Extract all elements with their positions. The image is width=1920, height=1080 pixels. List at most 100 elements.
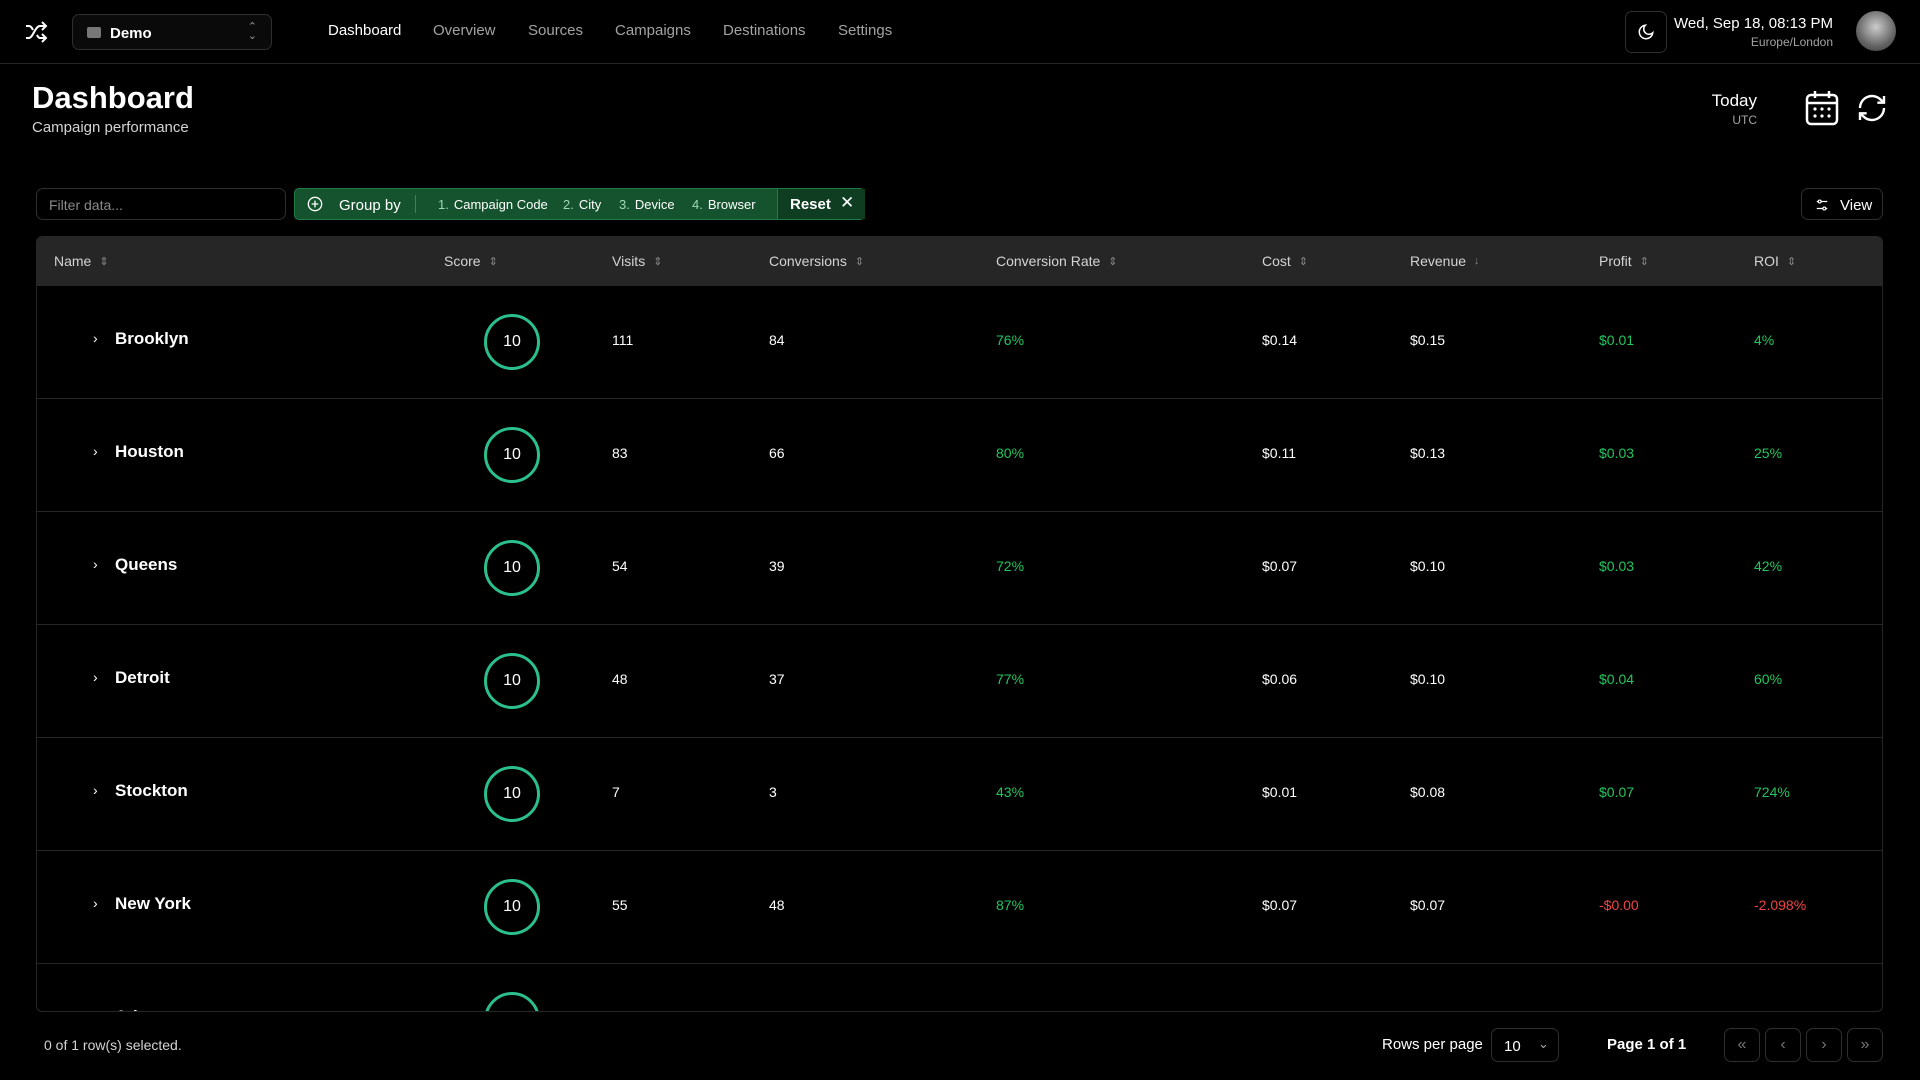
expand-chevron[interactable]: › — [93, 556, 98, 572]
cell: $0.10 — [1410, 671, 1446, 687]
expand-chevron[interactable]: › — [93, 895, 98, 911]
page-button[interactable]: » — [1847, 1028, 1883, 1062]
table-row[interactable]: › Queens 10 54 39 72% $0.07 $0.10 $0.03 42% — [37, 512, 1882, 625]
view-button[interactable]: View — [1801, 188, 1883, 220]
view-label: View — [1840, 197, 1873, 214]
expand-chevron[interactable]: › — [93, 443, 98, 459]
nav-item[interactable]: Settings — [838, 22, 893, 39]
reset-button[interactable]: Reset ✕ — [777, 189, 865, 219]
rows-per-page-value: 10 — [1504, 1038, 1521, 1055]
filter-input[interactable]: Filter data... — [36, 188, 286, 220]
expand-chevron[interactable]: › — [93, 1008, 98, 1011]
workspace-select[interactable]: Demo ⌃ ⌄ — [72, 14, 272, 50]
chevron: ⌄ — [1538, 1036, 1549, 1051]
divider — [415, 195, 416, 213]
nav-item[interactable]: Dashboard — [328, 22, 402, 39]
selection-count: 0 of 1 row(s) selected. — [44, 1037, 182, 1053]
chevrons: ⌃ ⌄ — [247, 21, 257, 42]
page-button[interactable]: ‹ — [1765, 1028, 1801, 1062]
column-label: Cost — [1262, 253, 1291, 269]
date-range[interactable]: Today UTC — [1712, 91, 1757, 127]
expand-chevron[interactable]: › — [93, 782, 98, 798]
rows-per-page-label: Rows per page — [1382, 1036, 1483, 1053]
page-button[interactable]: › — [1806, 1028, 1842, 1062]
group-field: Browser — [707, 197, 756, 212]
table-row[interactable]: › Atlanta 10 44 34 77% $0.06 $0.07 $0.01 22% — [37, 964, 1882, 1011]
table-row[interactable]: › Houston 10 83 66 80% $0.11 $0.13 $0.03 25% — [37, 399, 1882, 512]
page-subtitle: Campaign performance — [32, 119, 189, 136]
sort-icon: ⇕ — [653, 255, 663, 268]
group-field: Device — [634, 197, 675, 212]
page-indicator: Page 1 of 1 — [1607, 1036, 1687, 1053]
nav-item[interactable]: Destinations — [723, 22, 806, 39]
cell: $0.01 — [1599, 1010, 1634, 1011]
group-item[interactable]: 3. Device — [619, 197, 675, 212]
group-index: 1. — [438, 197, 449, 212]
table-row[interactable]: › Stockton 10 7 3 43% $0.01 $0.08 $0.07 724% — [37, 738, 1882, 851]
cell: 42% — [1754, 558, 1783, 574]
cell: 25% — [1754, 445, 1783, 461]
nav-item[interactable]: Overview — [433, 22, 496, 39]
row-name: Detroit — [115, 668, 170, 687]
cell: $0.13 — [1410, 445, 1446, 461]
sort-icon: ⇕ — [1298, 255, 1309, 268]
column-header[interactable]: Conversions ⇕ — [769, 253, 864, 269]
column-header[interactable]: Conversion Rate ⇕ — [996, 253, 1118, 269]
cell: $0.03 — [1599, 445, 1635, 461]
cell: 44 — [612, 1010, 628, 1011]
sort-icon: ↓ — [1474, 255, 1480, 267]
score-badge: 10 — [484, 992, 540, 1011]
cell: $0.07 — [1410, 897, 1446, 913]
cell: 22% — [1754, 1010, 1782, 1011]
column-header[interactable]: Cost ⇕ — [1262, 253, 1308, 269]
cell: 66 — [769, 445, 785, 461]
column-header[interactable]: Profit ⇕ — [1599, 253, 1649, 269]
cell: 3 — [769, 784, 777, 800]
datetime: Wed, Sep 18, 08:13 PM Europe/London — [1674, 15, 1833, 49]
page-button[interactable]: « — [1724, 1028, 1760, 1062]
calendar-icon[interactable] — [1805, 90, 1839, 126]
cell: 80% — [996, 445, 1025, 461]
cell: 724% — [1754, 784, 1790, 800]
row-name: Brooklyn — [115, 329, 189, 348]
column-header[interactable]: Visits ⇕ — [612, 253, 662, 269]
expand-chevron[interactable]: › — [93, 669, 98, 685]
group-item[interactable]: 4. Browser — [692, 197, 756, 212]
date-range-tz: UTC — [1732, 113, 1757, 127]
column-label: ROI — [1754, 253, 1779, 269]
cell: 54 — [612, 558, 628, 574]
table-row[interactable]: › Brooklyn 10 111 84 76% $0.14 $0.15 $0.01 4% — [37, 286, 1882, 399]
group-item[interactable]: 1. Campaign Code — [438, 197, 548, 212]
table-row[interactable]: › Detroit 10 48 37 77% $0.06 $0.10 $0.04 60% — [37, 625, 1882, 738]
cell: -2.098% — [1754, 897, 1807, 913]
sort-icon: ⇕ — [1786, 255, 1797, 268]
cell: 7 — [612, 784, 620, 800]
logo[interactable] — [24, 20, 48, 44]
workspace-name: Demo — [110, 25, 152, 42]
column-header[interactable]: ROI ⇕ — [1754, 253, 1796, 269]
group-by-label[interactable]: Group by — [339, 197, 401, 214]
group-index: 3. — [619, 197, 630, 212]
rows-per-page-select[interactable]: 10 ⌄ — [1491, 1028, 1559, 1062]
avatar[interactable] — [1856, 11, 1896, 51]
row-name: New York — [115, 894, 191, 913]
row-name: Atlanta — [115, 1007, 173, 1011]
nav-item[interactable]: Sources — [528, 22, 584, 39]
cell: 76% — [996, 332, 1025, 348]
column-header[interactable]: Score ⇕ — [444, 253, 498, 269]
cell: $0.14 — [1262, 332, 1298, 348]
nav-item[interactable]: Campaigns — [615, 22, 691, 39]
timezone: Europe/London — [1750, 35, 1833, 49]
refresh-icon[interactable] — [1856, 92, 1888, 124]
theme-toggle[interactable] — [1625, 11, 1667, 53]
table-row[interactable]: › New York 10 55 48 87% $0.07 $0.07 -$0.00 -2.098… — [37, 851, 1882, 964]
column-header[interactable]: Revenue ↓ — [1410, 253, 1480, 269]
cell: 4% — [1754, 332, 1775, 348]
cell: $0.01 — [1599, 332, 1635, 348]
plus-icon — [307, 196, 323, 212]
cell: $0.01 — [1262, 784, 1298, 800]
cell: $0.07 — [1410, 1010, 1445, 1011]
column-header[interactable]: Name ⇕ — [54, 253, 109, 269]
group-item[interactable]: 2. City — [563, 197, 601, 212]
expand-chevron[interactable]: › — [93, 330, 98, 346]
